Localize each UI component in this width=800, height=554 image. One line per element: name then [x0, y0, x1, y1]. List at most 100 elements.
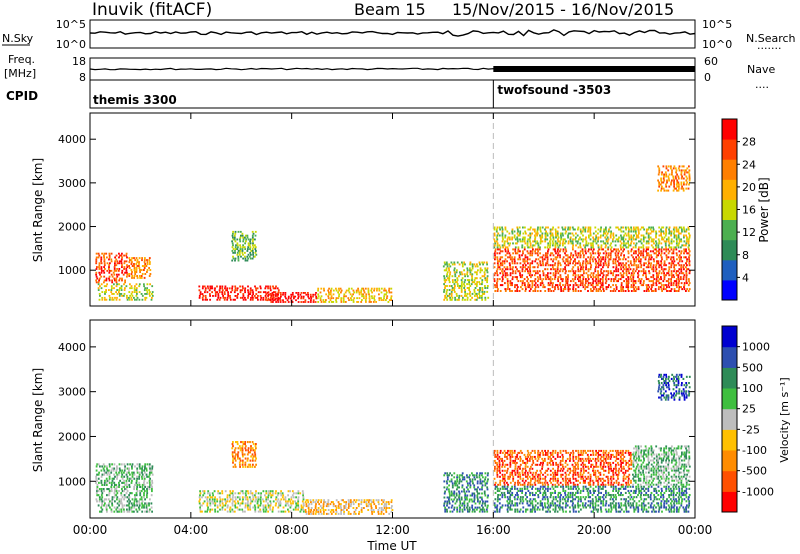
range-gate-cell [496, 453, 499, 456]
range-gate-cell [519, 240, 522, 243]
range-gate-cell [687, 240, 690, 243]
range-gate-cell [486, 488, 489, 491]
range-gate-cell [584, 481, 586, 484]
range-gate-cell [135, 492, 138, 495]
range-gate-cell [683, 183, 685, 186]
range-gate-cell [583, 254, 585, 257]
range-gate-cell [536, 276, 539, 279]
range-gate-cell [297, 506, 300, 509]
range-gate-cell [481, 504, 483, 507]
range-gate-cell [545, 252, 547, 255]
range-gate-cell [246, 234, 249, 237]
range-gate-cell [478, 281, 481, 284]
range-gate-cell [256, 500, 259, 503]
range-gate-cell [562, 238, 565, 241]
range-gate-cell [565, 270, 567, 273]
range-gate-cell [502, 475, 504, 478]
range-gate-cell [650, 280, 653, 283]
range-gate-cell [134, 271, 136, 273]
range-gate-cell [449, 265, 452, 268]
range-gate-cell [211, 492, 214, 495]
range-gate-cell [587, 242, 590, 245]
range-gate-cell [478, 261, 481, 264]
range-gate-cell [126, 508, 128, 511]
range-gate-cell [639, 262, 642, 265]
range-gate-cell [597, 244, 600, 247]
range-gate-cell [544, 240, 547, 243]
range-gate-cell [244, 463, 247, 466]
range-gate-cell [267, 502, 269, 505]
range-gate-cell [476, 494, 479, 497]
range-gate-cell [388, 512, 391, 515]
data-region [493, 248, 691, 292]
range-gate-cell [662, 230, 665, 233]
range-gate-cell [577, 240, 579, 243]
range-gate-cell [209, 287, 212, 290]
range-gate-cell [146, 463, 149, 466]
range-gate-cell [501, 240, 504, 243]
range-gate-cell [527, 455, 529, 458]
range-gate-cell [508, 288, 511, 291]
range-gate-cell [664, 234, 667, 237]
range-gate-cell [619, 244, 622, 247]
range-gate-cell [116, 485, 118, 488]
range-gate-cell [473, 279, 476, 282]
range-gate-cell [597, 278, 600, 281]
range-gate-cell [501, 459, 503, 462]
noise-right-dots: ....... [757, 39, 781, 52]
range-gate-cell [675, 242, 678, 245]
range-gate-cell [511, 278, 514, 281]
range-gate-cell [139, 271, 141, 273]
range-gate-cell [575, 463, 577, 466]
range-gate-cell [254, 500, 257, 503]
range-gate-cell [244, 255, 246, 258]
range-gate-cell [574, 288, 577, 291]
range-gate-cell [615, 280, 618, 283]
range-gate-cell [466, 292, 469, 295]
range-gate-cell [678, 250, 681, 253]
range-gate-cell [579, 244, 582, 247]
range-gate-cell [465, 480, 468, 483]
range-gate-cell [540, 471, 542, 474]
range-gate-cell [383, 499, 385, 502]
range-gate-cell [675, 169, 678, 172]
range-gate-cell [667, 270, 670, 273]
range-gate-cell [671, 173, 673, 176]
range-gate-cell [486, 474, 489, 477]
range-gate-cell [536, 463, 539, 466]
range-gate-cell [129, 492, 132, 495]
range-gate-cell [270, 494, 273, 497]
range-gate-cell [572, 260, 575, 263]
range-gate-cell [678, 232, 680, 235]
range-gate-cell [503, 481, 506, 484]
range-gate-cell [479, 480, 482, 483]
range-gate-cell [456, 283, 459, 286]
range-gate-cell [567, 290, 570, 292]
range-gate-cell [123, 469, 126, 472]
range-gate-cell [138, 285, 141, 288]
range-gate-cell [683, 252, 685, 255]
range-gate-cell [297, 297, 299, 300]
range-gate-cell [445, 269, 448, 272]
range-gate-cell [498, 226, 501, 229]
range-gate-cell [604, 258, 607, 261]
range-gate-cell [635, 238, 637, 241]
range-gate-cell [235, 441, 237, 444]
range-gate-cell [604, 228, 607, 231]
range-gate-cell [478, 290, 481, 293]
range-gate-cell [675, 187, 677, 190]
range-gate-cell [670, 288, 673, 291]
range-gate-cell [108, 275, 111, 278]
range-gate-cell [103, 262, 106, 265]
range-gate-cell [650, 254, 652, 257]
range-gate-cell [688, 173, 691, 176]
range-gate-cell [509, 272, 512, 275]
range-gate-cell [206, 502, 209, 505]
range-gate-cell [116, 473, 119, 476]
range-gate-cell [655, 280, 658, 283]
range-gate-cell [512, 266, 514, 269]
range-gate-cell [627, 278, 630, 281]
range-gate-cell [675, 278, 678, 281]
range-gate-cell [662, 181, 665, 184]
range-gate-cell [131, 498, 134, 501]
